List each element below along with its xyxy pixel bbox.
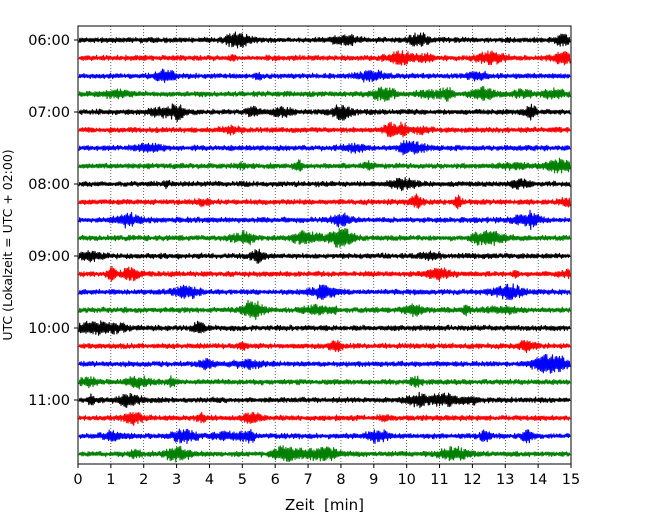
x-tick-label-4: 4 [205,472,214,488]
seismogram-traces [78,31,571,463]
y-tick-label-07:00: 07:00 [28,105,70,121]
trace-row-0600 [78,31,571,49]
trace-row-1145 [78,445,571,463]
trace-row-0930 [78,283,571,301]
plot-frame [77,25,572,465]
trace-row-0630 [78,68,571,84]
x-tick-label-11: 11 [430,472,448,488]
trace-row-0815 [78,193,571,210]
y-tick-label-06:00: 06:00 [28,33,70,49]
x-tick-label-6: 6 [271,472,280,488]
trace-row-0615 [78,50,571,66]
x-tick-label-10: 10 [397,472,415,488]
trace-row-0645 [78,85,571,102]
trace-row-0915 [78,265,571,282]
x-tick-label-12: 12 [463,472,481,488]
x-tick-label-15: 15 [562,472,580,488]
trace-row-0945 [78,299,571,321]
trace-row-1100 [78,391,571,409]
y-axis-label: UTC (Lokalzeit = UTC + 02:00) [0,149,15,340]
x-tick-label-2: 2 [139,472,148,488]
x-tick-label-7: 7 [303,472,312,488]
x-tick-label-8: 8 [336,472,345,488]
x-tick-label-5: 5 [238,472,247,488]
y-axis-ticks: 06:00 07:00 08:00 09:00 10:00 11:00 [28,33,78,409]
trace-row-0845 [78,227,571,248]
x-axis-ticks: 0 1 2 3 4 5 6 7 8 9 10 11 12 13 14 15 [73,464,580,488]
x-tick-label-0: 0 [73,472,82,488]
trace-row-0900 [78,248,571,264]
trace-row-1130 [78,428,571,445]
trace-row-1000 [78,320,571,336]
trace-row-0830 [78,209,571,231]
trace-row-0715 [78,121,571,138]
trace-row-1115 [78,411,571,427]
x-tick-label-1: 1 [106,472,115,488]
x-tick-label-14: 14 [529,472,547,488]
x-axis-label: Zeit [min] [285,496,364,514]
trace-row-0700 [78,103,571,123]
trace-row-1045 [78,375,571,390]
y-tick-label-08:00: 08:00 [28,177,70,193]
x-tick-label-9: 9 [369,472,378,488]
y-tick-label-11:00: 11:00 [28,393,70,409]
trace-row-1015 [78,339,571,354]
trace-row-0800 [78,177,571,192]
y-tick-label-10:00: 10:00 [28,321,70,337]
trace-row-0745 [78,157,571,174]
x-tick-label-13: 13 [496,472,514,488]
x-tick-label-3: 3 [172,472,181,488]
trace-row-0730 [78,140,571,156]
y-tick-label-09:00: 09:00 [28,249,70,265]
trace-row-1030 [78,353,571,374]
